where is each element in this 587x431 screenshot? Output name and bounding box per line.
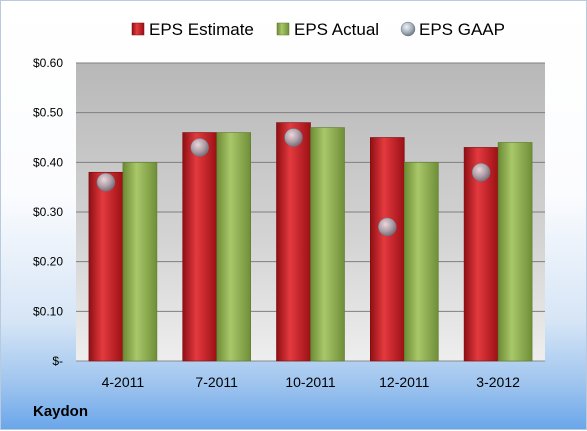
marker-eps-gaap <box>96 172 116 192</box>
bar-eps-actual <box>497 142 533 362</box>
marker-eps-gaap <box>471 163 491 182</box>
legend-label: EPS GAAP <box>419 20 505 39</box>
x-tick-label: 3-2012 <box>476 374 520 390</box>
y-tick-label: $0.10 <box>33 304 63 318</box>
legend-swatch-eps-estimate <box>131 22 145 36</box>
y-tick-label: $0.20 <box>33 255 63 269</box>
legend-label: EPS Estimate <box>149 20 254 39</box>
bar-eps-actual <box>403 162 439 362</box>
y-tick-label: $- <box>52 354 63 368</box>
legend-swatch-eps-actual <box>276 22 290 36</box>
y-tick-label: $0.50 <box>33 106 63 120</box>
legend-swatch-eps-gaap <box>400 21 416 37</box>
x-tick-label: 7-2011 <box>195 374 238 390</box>
company-name: Kaydon <box>33 403 89 420</box>
bar-eps-actual <box>122 162 158 362</box>
marker-eps-gaap <box>284 128 303 147</box>
legend-label: EPS Actual <box>294 20 379 39</box>
bar-eps-actual <box>310 127 345 362</box>
marker-eps-gaap <box>190 138 209 157</box>
bar-eps-estimate <box>369 137 405 362</box>
x-tick-label: 12-2011 <box>379 374 430 390</box>
bar-eps-estimate <box>276 122 311 362</box>
bar-eps-estimate <box>182 132 217 362</box>
x-tick-label: 4-2011 <box>102 374 145 390</box>
bar-eps-estimate <box>88 171 124 362</box>
y-tick-label: $0.60 <box>33 56 63 70</box>
x-tick-label: 10-2011 <box>285 374 336 390</box>
marker-eps-gaap <box>378 217 397 237</box>
y-tick-label: $0.40 <box>33 155 63 169</box>
y-tick-label: $0.30 <box>33 205 63 219</box>
bar-eps-actual <box>216 132 251 362</box>
